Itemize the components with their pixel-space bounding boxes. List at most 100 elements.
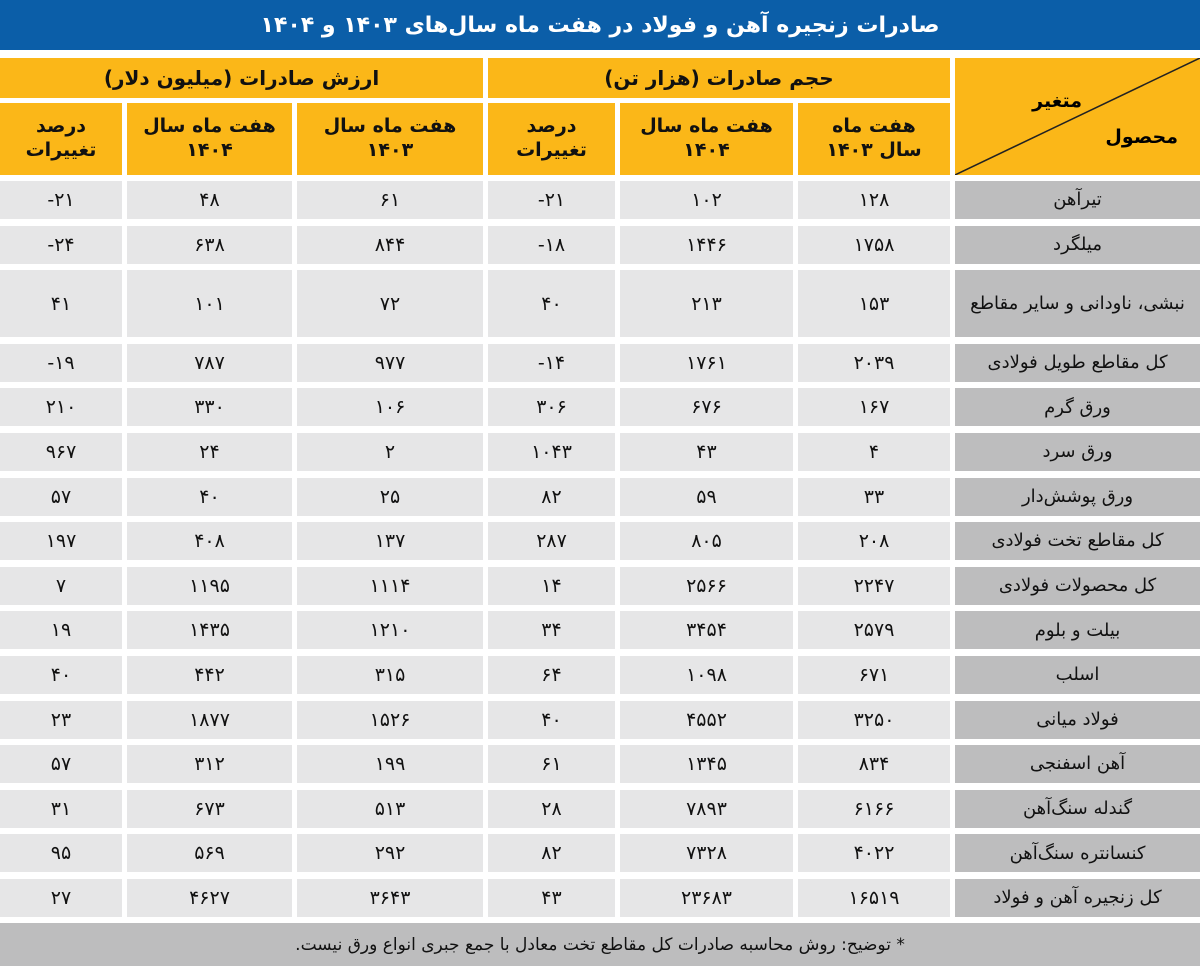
cell-value-change: ۲۱۰ bbox=[0, 388, 122, 427]
product-cell: بیلت و بلوم bbox=[955, 611, 1200, 650]
cell-volume-1404: ۱۰۹۸ bbox=[620, 656, 793, 694]
cell-volume-1403: ۲۲۴۷ bbox=[798, 566, 950, 605]
cell-value-1404: ۴۰۸ bbox=[127, 522, 292, 561]
cell-volume-1403: ۱۵۳ bbox=[798, 270, 950, 338]
product-cell: کل زنجیره آهن و فولاد bbox=[955, 879, 1200, 917]
cell-value-change: -۱۹ bbox=[0, 343, 122, 382]
cell-value-1403: ۳۶۴۳ bbox=[297, 879, 483, 917]
cell-volume-1403: ۲۰۳۹ bbox=[798, 343, 950, 382]
product-cell: میلگرد bbox=[955, 225, 1200, 264]
cell-volume-1404: ۱۳۴۵ bbox=[620, 745, 793, 784]
cell-volume-1403: ۴ bbox=[798, 433, 950, 471]
cell-volume-change: ۲۸۷ bbox=[488, 522, 615, 561]
cell-volume-1403: ۲۰۸ bbox=[798, 522, 950, 561]
cell-value-change: ۹۶۷ bbox=[0, 433, 122, 471]
cell-volume-1403: ۲۵۷۹ bbox=[798, 611, 950, 650]
cell-volume-change: ۳۰۶ bbox=[488, 388, 615, 427]
cell-volume-1403: ۱۷۵۸ bbox=[798, 225, 950, 264]
cell-value-change: ۱۹۷ bbox=[0, 522, 122, 561]
cell-value-1404: ۱۸۷۷ bbox=[127, 700, 292, 739]
cell-value-1403: ۶۱ bbox=[297, 181, 483, 219]
cell-value-1404: ۶۷۳ bbox=[127, 789, 292, 828]
cell-value-1403: ۱۱۱۴ bbox=[297, 566, 483, 605]
table-title: صادرات زنجیره آهن و فولاد در هفت ماه سال… bbox=[0, 0, 1200, 50]
cell-value-1403: ۱۳۷ bbox=[297, 522, 483, 561]
cell-value-1403: ۲۹۲ bbox=[297, 834, 483, 873]
cell-value-change: ۱۹ bbox=[0, 611, 122, 650]
cell-value-1403: ۸۴۴ bbox=[297, 225, 483, 264]
cell-value-change: ۴۰ bbox=[0, 656, 122, 694]
cell-value-change: ۲۳ bbox=[0, 700, 122, 739]
cell-value-1403: ۱۵۲۶ bbox=[297, 700, 483, 739]
cell-value-1404: ۲۴ bbox=[127, 433, 292, 471]
cell-volume-change: ۶۴ bbox=[488, 656, 615, 694]
corner-header: متغیر محصول bbox=[955, 58, 1200, 175]
column-header-value-1403: هفت ماه سال ۱۴۰۳ bbox=[297, 103, 483, 175]
cell-volume-1403: ۶۷۱ bbox=[798, 656, 950, 694]
group-header-volume: حجم صادرات (هزار تن) bbox=[488, 58, 950, 98]
cell-volume-change: ۸۲ bbox=[488, 834, 615, 873]
product-cell: ورق پوشش‌دار bbox=[955, 477, 1200, 516]
cell-volume-1404: ۲۵۶۶ bbox=[620, 566, 793, 605]
cell-value-1403: ۱۹۹ bbox=[297, 745, 483, 784]
cell-value-change: ۳۱ bbox=[0, 789, 122, 828]
column-header-volume-change: درصد تغییرات bbox=[488, 103, 615, 175]
cell-volume-change: -۱۸ bbox=[488, 225, 615, 264]
cell-value-change: ۵۷ bbox=[0, 745, 122, 784]
cell-value-1403: ۳۱۵ bbox=[297, 656, 483, 694]
product-cell: ورق سرد bbox=[955, 433, 1200, 471]
cell-volume-change: -۱۴ bbox=[488, 343, 615, 382]
product-cell: نبشی، ناودانی و سایر مقاطع bbox=[955, 270, 1200, 338]
product-cell: کل محصولات فولادی bbox=[955, 566, 1200, 605]
cell-volume-change: ۴۰ bbox=[488, 270, 615, 338]
cell-volume-1403: ۳۲۵۰ bbox=[798, 700, 950, 739]
cell-volume-1403: ۶۱۶۶ bbox=[798, 789, 950, 828]
cell-volume-1403: ۴۰۲۲ bbox=[798, 834, 950, 873]
cell-volume-1403: ۱۶۷ bbox=[798, 388, 950, 427]
cell-value-1404: ۵۶۹ bbox=[127, 834, 292, 873]
cell-value-1404: ۷۸۷ bbox=[127, 343, 292, 382]
variable-label: متغیر bbox=[1032, 90, 1082, 112]
product-cell: کل مقاطع طویل فولادی bbox=[955, 343, 1200, 382]
cell-volume-change: ۴۳ bbox=[488, 879, 615, 917]
product-label: محصول bbox=[1105, 126, 1178, 148]
product-cell: اسلب bbox=[955, 656, 1200, 694]
cell-volume-1404: ۳۴۵۴ bbox=[620, 611, 793, 650]
cell-value-change: -۲۴ bbox=[0, 225, 122, 264]
cell-value-change: ۹۵ bbox=[0, 834, 122, 873]
cell-value-1403: ۲۵ bbox=[297, 477, 483, 516]
cell-volume-change: ۳۴ bbox=[488, 611, 615, 650]
column-header-value-change: درصد تغییرات bbox=[0, 103, 122, 175]
cell-value-1403: ۱۰۶ bbox=[297, 388, 483, 427]
cell-volume-1404: ۴۳ bbox=[620, 433, 793, 471]
cell-value-1404: ۱۰۱ bbox=[127, 270, 292, 338]
cell-volume-1403: ۸۳۴ bbox=[798, 745, 950, 784]
cell-value-1404: ۱۴۳۵ bbox=[127, 611, 292, 650]
cell-volume-1404: ۲۱۳ bbox=[620, 270, 793, 338]
cell-volume-1404: ۵۹ bbox=[620, 477, 793, 516]
cell-value-change: ۵۷ bbox=[0, 477, 122, 516]
column-header-volume-1404: هفت ماه سال ۱۴۰۴ bbox=[620, 103, 793, 175]
column-header-volume-1403: هفت ماه سال ۱۴۰۳ bbox=[798, 103, 950, 175]
cell-value-1403: ۹۷۷ bbox=[297, 343, 483, 382]
cell-value-1404: ۶۳۸ bbox=[127, 225, 292, 264]
cell-value-change: ۲۷ bbox=[0, 879, 122, 917]
cell-volume-1404: ۱۷۶۱ bbox=[620, 343, 793, 382]
product-cell: آهن اسفنجی bbox=[955, 745, 1200, 784]
cell-value-1404: ۴۰ bbox=[127, 477, 292, 516]
product-cell: کنسانتره سنگ‌آهن bbox=[955, 834, 1200, 873]
cell-volume-1403: ۱۲۸ bbox=[798, 181, 950, 219]
cell-volume-change: ۸۲ bbox=[488, 477, 615, 516]
product-cell: گندله سنگ‌آهن bbox=[955, 789, 1200, 828]
cell-volume-1403: ۱۶۵۱۹ bbox=[798, 879, 950, 917]
cell-volume-1404: ۱۴۴۶ bbox=[620, 225, 793, 264]
cell-volume-change: ۲۸ bbox=[488, 789, 615, 828]
cell-value-change: -۲۱ bbox=[0, 181, 122, 219]
cell-value-1403: ۷۲ bbox=[297, 270, 483, 338]
cell-volume-change: ۶۱ bbox=[488, 745, 615, 784]
cell-volume-1404: ۷۸۹۳ bbox=[620, 789, 793, 828]
cell-volume-1404: ۴۵۵۲ bbox=[620, 700, 793, 739]
cell-value-1404: ۴۶۲۷ bbox=[127, 879, 292, 917]
cell-value-change: ۷ bbox=[0, 566, 122, 605]
cell-value-1404: ۳۳۰ bbox=[127, 388, 292, 427]
